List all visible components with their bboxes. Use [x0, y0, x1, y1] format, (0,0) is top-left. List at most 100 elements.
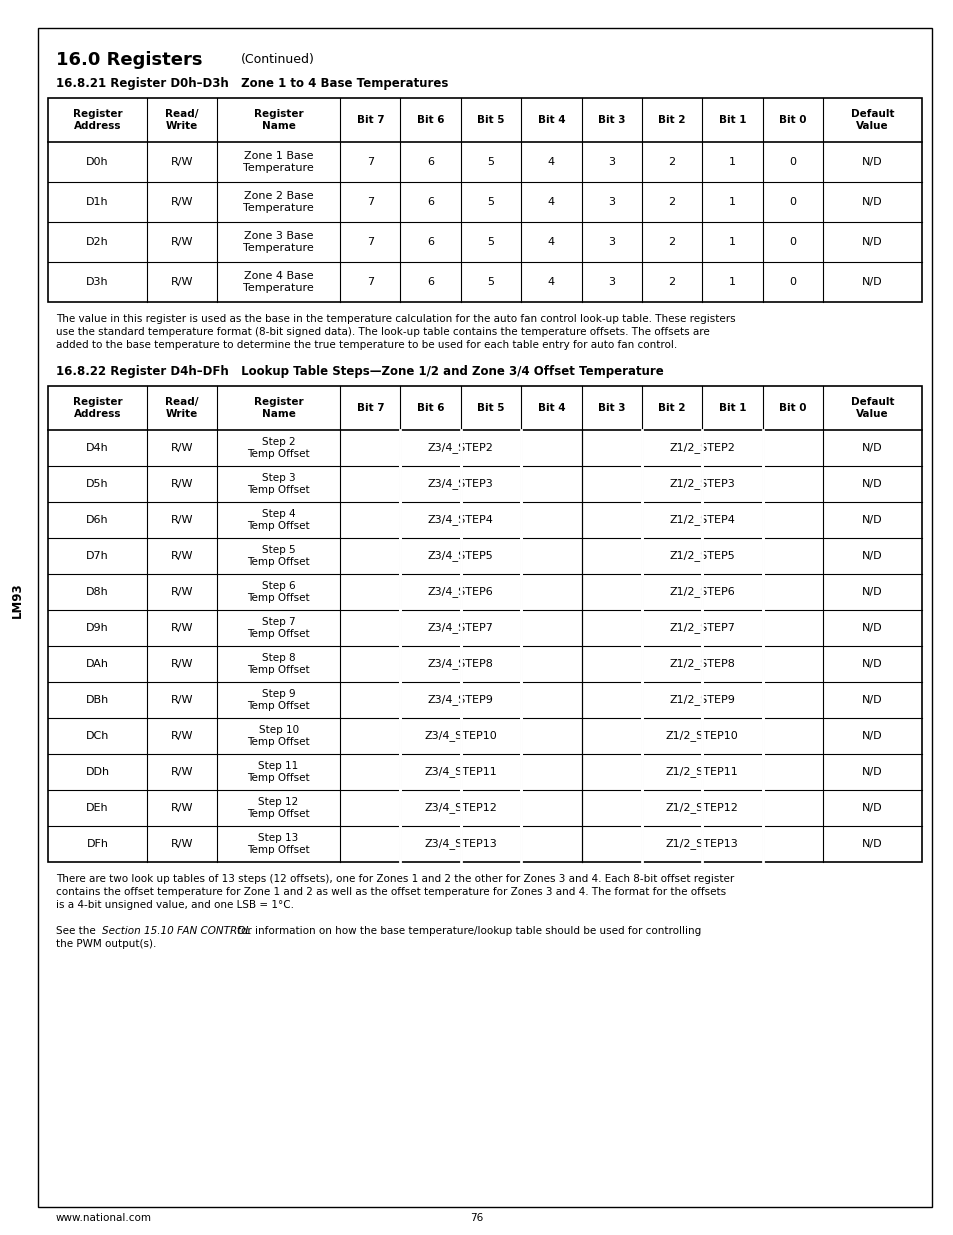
Text: 76: 76: [470, 1213, 483, 1223]
Text: N/D: N/D: [862, 587, 882, 597]
Text: www.national.com: www.national.com: [56, 1213, 152, 1223]
Text: Step 3
Temp Offset: Step 3 Temp Offset: [247, 473, 310, 495]
Text: Bit 2: Bit 2: [658, 115, 685, 125]
Text: Step 4
Temp Offset: Step 4 Temp Offset: [247, 509, 310, 531]
Text: D6h: D6h: [86, 515, 109, 525]
Text: DBh: DBh: [86, 695, 109, 705]
Text: R/W: R/W: [171, 237, 193, 247]
Text: Read/
Write: Read/ Write: [165, 109, 198, 131]
Text: Bit 7: Bit 7: [356, 403, 384, 412]
Text: 5: 5: [487, 157, 494, 167]
Text: 3: 3: [608, 237, 615, 247]
Text: Z1/2_STEP3: Z1/2_STEP3: [669, 478, 735, 489]
Text: R/W: R/W: [171, 551, 193, 561]
Text: 3: 3: [608, 198, 615, 207]
Text: Default
Value: Default Value: [850, 398, 893, 419]
Text: Z3/4_STEP5: Z3/4_STEP5: [428, 551, 494, 562]
Text: N/D: N/D: [862, 622, 882, 634]
Text: 16.0 Registers: 16.0 Registers: [56, 51, 202, 69]
Text: N/D: N/D: [862, 157, 882, 167]
Text: 1: 1: [728, 198, 735, 207]
Text: for information on how the base temperature/lookup table should be used for cont: for information on how the base temperat…: [233, 926, 700, 936]
Text: Bit 4: Bit 4: [537, 403, 564, 412]
Text: N/D: N/D: [862, 443, 882, 453]
Text: 7: 7: [366, 237, 374, 247]
Text: 1: 1: [728, 157, 735, 167]
Text: Z1/2_STEP11: Z1/2_STEP11: [665, 767, 738, 778]
Text: R/W: R/W: [171, 839, 193, 848]
Text: N/D: N/D: [862, 839, 882, 848]
Text: Z1/2_STEP2: Z1/2_STEP2: [669, 442, 735, 453]
Text: Z1/2_STEP10: Z1/2_STEP10: [665, 731, 738, 741]
Text: Bit 5: Bit 5: [476, 403, 504, 412]
Text: Bit 7: Bit 7: [356, 115, 384, 125]
Text: LM93: LM93: [10, 582, 24, 618]
Text: There are two look up tables of 13 steps (12 offsets), one for Zones 1 and 2 the: There are two look up tables of 13 steps…: [56, 874, 734, 910]
Text: Z1/2_STEP9: Z1/2_STEP9: [669, 694, 735, 705]
Text: Z1/2_STEP6: Z1/2_STEP6: [669, 587, 735, 598]
Text: Zone 3 Base
Temperature: Zone 3 Base Temperature: [243, 231, 314, 253]
Text: N/D: N/D: [862, 198, 882, 207]
Text: Z1/2_STEP7: Z1/2_STEP7: [669, 622, 735, 634]
Bar: [48, 98, 921, 303]
Text: 3: 3: [608, 277, 615, 287]
Text: DFh: DFh: [87, 839, 109, 848]
Text: 6: 6: [427, 198, 434, 207]
Text: Bit 5: Bit 5: [476, 115, 504, 125]
Text: D7h: D7h: [86, 551, 109, 561]
Text: N/D: N/D: [862, 803, 882, 813]
Bar: [48, 387, 921, 862]
Text: 16.8.22 Register D4h–DFh   Lookup Table Steps—Zone 1/2 and Zone 3/4 Offset Tempe: 16.8.22 Register D4h–DFh Lookup Table St…: [56, 366, 663, 378]
Text: 3: 3: [608, 157, 615, 167]
Text: Step 13
Temp Offset: Step 13 Temp Offset: [247, 834, 310, 855]
Text: DAh: DAh: [86, 659, 109, 669]
Text: N/D: N/D: [862, 479, 882, 489]
Text: 0: 0: [788, 277, 796, 287]
Text: Step 5
Temp Offset: Step 5 Temp Offset: [247, 545, 310, 567]
Text: 6: 6: [427, 237, 434, 247]
Text: Bit 3: Bit 3: [598, 403, 625, 412]
Text: N/D: N/D: [862, 277, 882, 287]
Text: R/W: R/W: [171, 515, 193, 525]
Text: 4: 4: [547, 157, 555, 167]
Text: Step 6
Temp Offset: Step 6 Temp Offset: [247, 582, 310, 603]
Text: (Continued): (Continued): [241, 53, 314, 67]
Text: Bit 1: Bit 1: [718, 115, 745, 125]
Text: 16.8.21 Register D0h–D3h   Zone 1 to 4 Base Temperatures: 16.8.21 Register D0h–D3h Zone 1 to 4 Bas…: [56, 78, 448, 90]
Text: Register
Address: Register Address: [72, 398, 122, 419]
Text: Z3/4_STEP4: Z3/4_STEP4: [428, 515, 494, 525]
Text: D5h: D5h: [86, 479, 109, 489]
Text: 6: 6: [427, 157, 434, 167]
Text: R/W: R/W: [171, 277, 193, 287]
Text: Bit 6: Bit 6: [416, 115, 444, 125]
Text: Register
Name: Register Name: [253, 109, 303, 131]
Text: Z3/4_STEP12: Z3/4_STEP12: [424, 803, 497, 814]
Text: Z3/4_STEP10: Z3/4_STEP10: [424, 731, 497, 741]
Text: R/W: R/W: [171, 659, 193, 669]
Text: 5: 5: [487, 198, 494, 207]
Text: Step 10
Temp Offset: Step 10 Temp Offset: [247, 725, 310, 747]
Text: Step 2
Temp Offset: Step 2 Temp Offset: [247, 437, 310, 458]
Text: Bit 6: Bit 6: [416, 403, 444, 412]
Text: Bit 3: Bit 3: [598, 115, 625, 125]
Text: Z1/2_STEP12: Z1/2_STEP12: [665, 803, 738, 814]
Text: Step 11
Temp Offset: Step 11 Temp Offset: [247, 761, 310, 783]
Text: 4: 4: [547, 237, 555, 247]
Text: Step 12
Temp Offset: Step 12 Temp Offset: [247, 798, 310, 819]
Text: R/W: R/W: [171, 587, 193, 597]
Text: 0: 0: [788, 198, 796, 207]
Text: Z1/2_STEP8: Z1/2_STEP8: [669, 658, 735, 669]
Text: Bit 1: Bit 1: [718, 403, 745, 412]
Text: D3h: D3h: [86, 277, 109, 287]
Text: 4: 4: [547, 198, 555, 207]
Text: R/W: R/W: [171, 695, 193, 705]
Text: 2: 2: [668, 157, 675, 167]
Text: N/D: N/D: [862, 515, 882, 525]
Text: R/W: R/W: [171, 803, 193, 813]
Text: DDh: DDh: [86, 767, 110, 777]
Text: R/W: R/W: [171, 731, 193, 741]
Text: Zone 4 Base
Temperature: Zone 4 Base Temperature: [243, 272, 314, 293]
Text: 1: 1: [728, 277, 735, 287]
Text: 6: 6: [427, 277, 434, 287]
Text: 2: 2: [668, 198, 675, 207]
